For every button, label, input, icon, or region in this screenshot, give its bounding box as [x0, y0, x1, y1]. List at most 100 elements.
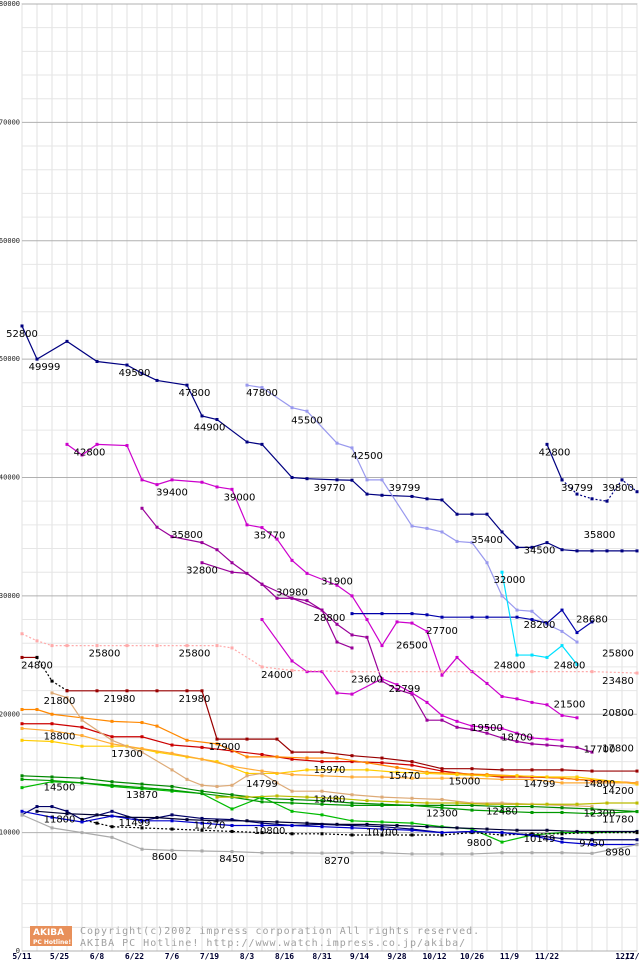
- series-point: [20, 786, 24, 790]
- series-point: [20, 738, 24, 742]
- series-point: [95, 442, 99, 446]
- series-point: [560, 851, 564, 855]
- series-point: [590, 838, 594, 842]
- series-point: [260, 442, 264, 446]
- series-point: [350, 819, 354, 823]
- series-point: [170, 827, 174, 831]
- series-point: [95, 644, 99, 648]
- series-point: [560, 713, 564, 717]
- series-point: [20, 655, 24, 659]
- series-point: [425, 771, 429, 775]
- series-point: [350, 760, 354, 764]
- data-label: 15470: [389, 771, 421, 782]
- series-point: [275, 755, 279, 759]
- series-point: [215, 819, 219, 823]
- copyright-footer: AKIBA PC Hotline! Copyright(c)2002 impre…: [30, 926, 479, 949]
- series-point: [20, 324, 24, 328]
- series-point: [410, 760, 414, 764]
- data-label: 49999: [29, 362, 61, 373]
- data-label: 23600: [351, 675, 383, 686]
- series-point: [215, 742, 219, 746]
- series-point: [530, 618, 534, 622]
- data-label: 17900: [209, 742, 241, 753]
- series-point: [560, 629, 564, 633]
- series-point: [380, 803, 384, 807]
- series-point: [410, 796, 414, 800]
- series-line: [36, 810, 637, 833]
- series-point: [320, 789, 324, 793]
- series-line: [246, 384, 578, 643]
- series-point: [185, 738, 189, 742]
- series-point: [185, 383, 189, 387]
- data-label: 25800: [89, 649, 121, 660]
- series-point: [470, 728, 474, 732]
- series-point: [200, 414, 204, 418]
- series-point: [65, 442, 69, 446]
- series-point: [350, 824, 354, 828]
- series-point: [245, 383, 249, 387]
- data-label: 10700: [366, 827, 398, 838]
- series-point: [605, 801, 609, 805]
- series-point: [485, 681, 489, 685]
- series-point: [440, 718, 444, 722]
- series-point: [320, 774, 324, 778]
- series-point: [590, 620, 594, 624]
- y-tick-label: 70000: [0, 118, 20, 126]
- y-tick-label: 30000: [0, 592, 20, 600]
- series-point: [440, 803, 444, 807]
- series-point: [350, 775, 354, 779]
- series-point: [140, 782, 144, 786]
- data-label: 19500: [471, 723, 503, 734]
- y-tick-label: 40000: [0, 474, 20, 482]
- series-point: [320, 832, 324, 836]
- series-point: [260, 752, 264, 756]
- series-point: [485, 827, 489, 831]
- series-point: [290, 659, 294, 663]
- series-point: [380, 612, 384, 616]
- series-point: [50, 679, 54, 683]
- series-point: [185, 777, 189, 781]
- series-point: [485, 731, 489, 735]
- x-tick-label: 11/22: [535, 952, 559, 960]
- data-label: 18700: [501, 733, 533, 744]
- data-label: 24800: [21, 660, 53, 671]
- data-label: 25800: [602, 649, 634, 660]
- data-label: 21980: [179, 694, 211, 705]
- data-label: 52800: [6, 329, 38, 340]
- series-point: [635, 801, 639, 805]
- series-point: [230, 487, 234, 491]
- series-point: [590, 851, 594, 855]
- series-point: [350, 478, 354, 482]
- data-label: 23480: [602, 676, 634, 687]
- series-point: [20, 813, 24, 817]
- x-tick-label: 5/11: [12, 952, 31, 960]
- series-point: [410, 821, 414, 825]
- data-label: 42800: [539, 447, 571, 458]
- data-label: 39000: [224, 492, 256, 503]
- series-point: [260, 771, 264, 775]
- series-point: [440, 713, 444, 717]
- series-point: [515, 802, 519, 806]
- series-point: [230, 764, 234, 768]
- x-tick-label: 8/31: [312, 952, 331, 960]
- data-label: 39800: [602, 483, 634, 494]
- series-point: [110, 744, 114, 748]
- series-point: [260, 386, 264, 390]
- series-point: [215, 548, 219, 552]
- series-point: [290, 797, 294, 801]
- series-point: [230, 829, 234, 833]
- series-point: [350, 793, 354, 797]
- series-point: [110, 738, 114, 742]
- series-point: [455, 655, 459, 659]
- series-point: [35, 639, 39, 643]
- series-point: [200, 689, 204, 693]
- series-point: [50, 712, 54, 716]
- series-point: [200, 792, 204, 796]
- series-point: [230, 783, 234, 787]
- series-point: [140, 735, 144, 739]
- series-point: [500, 775, 504, 779]
- series-point: [530, 834, 534, 838]
- series-point: [410, 494, 414, 498]
- series-point: [605, 499, 609, 503]
- series-point: [230, 570, 234, 574]
